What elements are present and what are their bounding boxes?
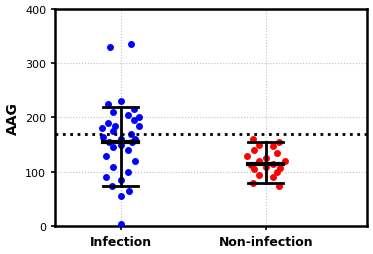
Point <box>137 116 142 120</box>
Point <box>106 140 112 145</box>
Point <box>263 157 269 161</box>
Point <box>109 184 115 188</box>
Point <box>131 119 137 123</box>
Point <box>244 154 250 158</box>
Point <box>117 195 123 199</box>
Point <box>275 170 280 174</box>
Point <box>256 143 261 147</box>
Point <box>104 102 110 106</box>
Point <box>103 176 109 180</box>
Point <box>117 178 123 182</box>
Point <box>282 160 288 164</box>
Point <box>131 108 137 112</box>
Point <box>125 149 131 153</box>
Point <box>104 121 110 125</box>
Point <box>278 166 283 170</box>
Point <box>117 143 123 147</box>
Point <box>128 132 134 136</box>
Point <box>107 45 113 50</box>
Point <box>276 184 282 188</box>
Point <box>110 130 116 134</box>
Point <box>110 165 116 169</box>
Point <box>128 43 134 47</box>
Point <box>132 160 138 164</box>
Point <box>270 162 276 166</box>
Point <box>126 189 132 193</box>
Point <box>137 124 142 128</box>
Point <box>129 140 135 145</box>
Point <box>125 113 131 117</box>
Point <box>117 138 123 142</box>
Point <box>251 168 257 172</box>
Point <box>117 100 123 104</box>
Point <box>270 176 276 180</box>
Point <box>256 173 261 177</box>
Point <box>103 154 109 158</box>
Point <box>275 151 280 155</box>
Point <box>276 140 282 145</box>
Point <box>110 110 116 115</box>
Y-axis label: AAG: AAG <box>6 102 19 134</box>
Point <box>117 222 123 226</box>
Point <box>125 170 131 174</box>
Point <box>99 127 105 131</box>
Point <box>132 138 138 142</box>
Point <box>270 144 276 148</box>
Point <box>250 138 256 142</box>
Point <box>251 149 257 153</box>
Point <box>248 164 254 168</box>
Point <box>250 181 256 185</box>
Point <box>263 165 269 169</box>
Point <box>112 124 118 128</box>
Point <box>110 146 116 150</box>
Point <box>100 135 106 139</box>
Point <box>256 160 261 164</box>
